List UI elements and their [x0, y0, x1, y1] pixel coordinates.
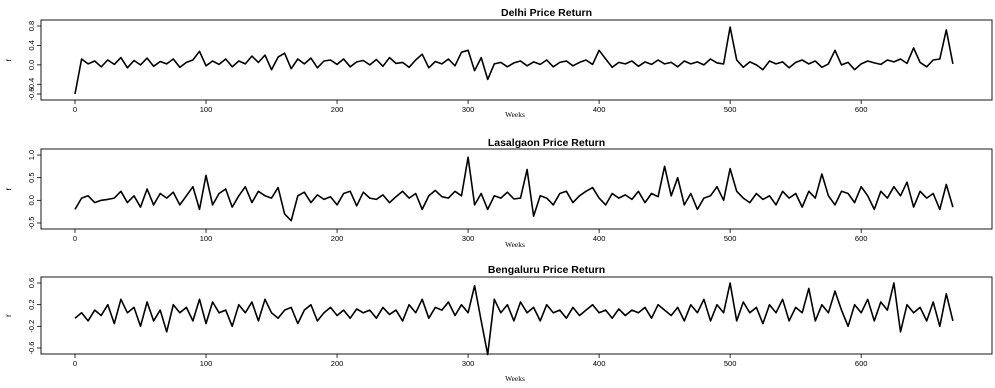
- y-tick-label: -0.5: [27, 217, 36, 230]
- series-line-1: [74, 282, 954, 356]
- x-tick-label: 500: [724, 105, 737, 114]
- chart-title: Lasalgaon Price Return: [488, 137, 605, 149]
- x-tick-label: 600: [855, 105, 868, 114]
- x-tick-label: 100: [200, 359, 213, 368]
- x-tick-label: 400: [593, 359, 606, 368]
- plot-frame: [40, 276, 993, 355]
- y-axis-label: r: [4, 58, 13, 61]
- x-tick-label: 300: [462, 359, 475, 368]
- y-tick-label: 0.4: [27, 40, 36, 50]
- chart-panel-1: Delhi Price Return -0.6-0.4 0.0 0.4 0.8 r 0 100…: [4, 7, 993, 119]
- x-tick-label: 200: [331, 359, 344, 368]
- x-tick-label: 400: [593, 105, 606, 114]
- x-axis-label: Weeks: [505, 240, 525, 249]
- x-tick-label: 500: [724, 359, 737, 368]
- x-tick-label: 200: [331, 105, 344, 114]
- x-tick-label: 0: [73, 105, 77, 114]
- y-axis-label: r: [4, 187, 13, 190]
- chart-title: Delhi Price Return: [501, 7, 592, 19]
- x-tick-label: 0: [73, 359, 77, 368]
- x-tick-label: 100: [200, 105, 213, 114]
- y-tick-label: 0.2: [27, 299, 36, 309]
- x-tick-label: 400: [593, 234, 606, 243]
- x-tick-label: 300: [462, 234, 475, 243]
- x-tick-label: 300: [462, 105, 475, 114]
- chart-title: Bengaluru Price Return: [488, 264, 605, 276]
- chart-panel-3: Bengaluru Price Return -0.6 -0.2 0.2 0.6 r 0 10…: [4, 264, 993, 383]
- y-tick-label: -0.6: [27, 88, 36, 101]
- x-tick-label: 600: [855, 234, 868, 243]
- x-tick-label: 0: [73, 234, 77, 243]
- y-tick-label: 0.8: [27, 21, 36, 31]
- x-tick-label: 600: [855, 359, 868, 368]
- series-line-1: [74, 156, 954, 222]
- x-tick-label: 500: [724, 234, 737, 243]
- y-tick-label: -0.2: [27, 320, 36, 333]
- plot-frame: [40, 19, 993, 101]
- y-axis-label: r: [4, 314, 13, 317]
- plot-frame: [40, 148, 993, 230]
- y-tick-label: -0.6: [27, 342, 36, 355]
- x-tick-label: 100: [200, 234, 213, 243]
- series-line-1: [74, 26, 954, 95]
- y-tick-label: 0.6: [27, 278, 36, 288]
- x-axis-label: Weeks: [505, 374, 525, 383]
- x-axis-label: Weeks: [505, 110, 525, 119]
- y-tick-label: 0.5: [27, 172, 36, 182]
- y-tick-label: 0.0: [27, 60, 36, 70]
- y-tick-label: 0.0: [27, 195, 36, 205]
- y-tick-label: -0.4: [27, 78, 36, 91]
- chart-panel-2: Lasalgaon Price Return -0.5 0.0 0.5 1.0 r 0 100…: [4, 137, 993, 249]
- y-tick-label: 1.0: [27, 150, 36, 160]
- x-tick-label: 200: [331, 234, 344, 243]
